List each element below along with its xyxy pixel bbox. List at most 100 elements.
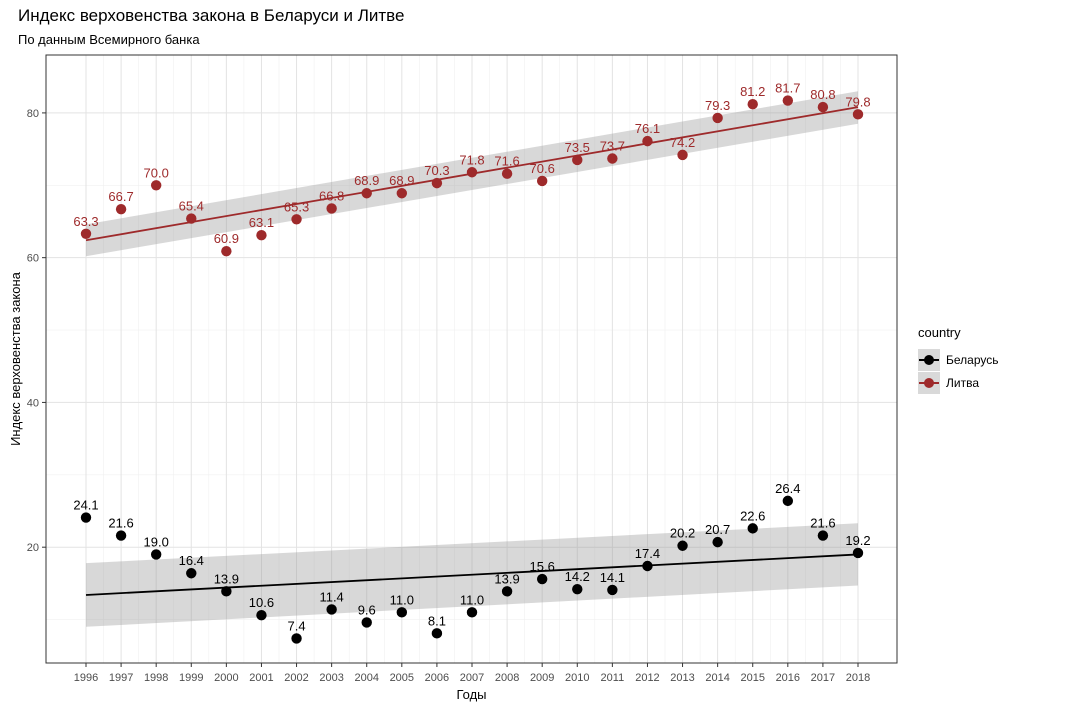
data-label-lithuania: 65.4 <box>179 199 204 214</box>
chart-subtitle: По данным Всемирного банка <box>18 32 200 47</box>
data-label-lithuania: 63.3 <box>73 214 98 229</box>
data-point-lithuania <box>291 214 302 225</box>
data-point-lithuania <box>677 149 688 161</box>
data-point-lithuania <box>150 180 162 191</box>
x-tick-label: 2018 <box>846 672 870 684</box>
data-label-lithuania: 68.9 <box>389 173 414 188</box>
x-tick-label: 2017 <box>811 672 835 684</box>
data-point-lithuania <box>642 135 653 147</box>
x-tick-label: 1999 <box>179 672 203 684</box>
x-tick-label: 1996 <box>74 672 98 684</box>
y-tick-label: 40 <box>27 397 39 409</box>
x-tick-label: 2006 <box>425 672 449 684</box>
data-point-lithuania <box>186 213 197 224</box>
data-point-belarus <box>186 568 197 579</box>
y-tick-label: 60 <box>27 253 39 265</box>
trend-line-belarus <box>85 553 859 596</box>
data-label-lithuania: 70.3 <box>424 163 449 178</box>
x-tick-label: 2016 <box>776 672 800 684</box>
legend-dot-lithuania <box>924 377 934 388</box>
legend-dot-belarus <box>924 354 934 365</box>
data-point-lithuania <box>326 203 337 214</box>
data-label-lithuania: 70.6 <box>530 161 555 176</box>
data-label-belarus: 24.1 <box>73 498 98 513</box>
data-point-belarus <box>326 604 337 615</box>
legend-item-belarus: Беларусь <box>918 348 998 371</box>
data-point-belarus <box>256 610 267 621</box>
x-tick-label: 2009 <box>530 672 554 684</box>
data-label-belarus: 14.2 <box>565 569 590 584</box>
data-label-belarus: 20.7 <box>705 522 730 537</box>
x-tick-label: 2007 <box>460 672 484 684</box>
data-point-belarus <box>80 512 92 523</box>
x-tick-label: 2001 <box>249 672 273 684</box>
data-point-belarus <box>607 584 618 596</box>
x-tick-label: 2005 <box>390 672 414 684</box>
data-point-belarus <box>396 607 408 618</box>
data-label-lithuania: 79.3 <box>705 98 730 113</box>
data-point-lithuania <box>431 177 443 189</box>
data-point-belarus <box>536 573 548 585</box>
data-point-lithuania <box>817 101 829 113</box>
data-label-lithuania: 80.8 <box>810 87 835 102</box>
data-label-belarus: 19.2 <box>845 533 870 548</box>
data-label-belarus: 22.6 <box>740 508 765 523</box>
x-tick-label: 2004 <box>354 672 378 684</box>
data-label-belarus: 11.0 <box>390 592 414 607</box>
data-label-lithuania: 81.2 <box>740 84 765 99</box>
data-label-belarus: 19.0 <box>144 534 169 549</box>
data-point-belarus <box>501 586 513 597</box>
data-label-lithuania: 66.8 <box>319 188 344 203</box>
data-point-belarus <box>747 523 758 534</box>
data-point-lithuania <box>712 112 723 124</box>
data-point-lithuania <box>782 95 794 106</box>
data-point-lithuania <box>572 154 583 166</box>
x-tick-label: 2011 <box>601 672 625 684</box>
x-tick-label: 2013 <box>670 672 694 684</box>
data-label-lithuania: 63.1 <box>249 215 274 230</box>
data-point-belarus <box>150 549 162 560</box>
data-label-belarus: 11.4 <box>319 589 343 604</box>
x-tick-label: 2012 <box>635 672 659 684</box>
legend-key-belarus <box>918 348 940 371</box>
data-point-belarus <box>466 607 478 618</box>
data-label-belarus: 10.6 <box>249 595 274 610</box>
x-tick-label: 1998 <box>144 672 168 684</box>
data-point-lithuania <box>256 230 267 241</box>
data-label-belarus: 9.6 <box>358 602 376 617</box>
data-label-lithuania: 71.8 <box>459 152 484 167</box>
data-label-belarus: 11.0 <box>460 592 484 607</box>
chart-title: Индекс верховенства закона в Беларуси и … <box>18 6 405 25</box>
data-point-belarus <box>677 540 688 551</box>
data-point-belarus <box>852 547 864 559</box>
data-label-lithuania: 68.9 <box>354 173 379 188</box>
data-label-belarus: 20.2 <box>670 526 695 541</box>
x-tick-label: 2003 <box>319 672 343 684</box>
legend-key-lithuania <box>918 371 940 394</box>
data-point-lithuania <box>115 203 127 215</box>
data-point-lithuania <box>361 188 372 199</box>
data-point-belarus <box>221 586 232 597</box>
data-point-belarus <box>361 617 372 628</box>
legend-label-belarus: Беларусь <box>946 352 999 367</box>
data-label-belarus: 7.4 <box>288 618 306 633</box>
data-point-lithuania <box>396 188 408 199</box>
data-point-lithuania <box>466 167 478 178</box>
data-label-belarus: 14.1 <box>600 570 625 585</box>
data-point-belarus <box>291 633 302 644</box>
data-point-lithuania <box>221 245 232 257</box>
x-tick-label: 2015 <box>740 672 764 684</box>
data-point-belarus <box>115 530 127 541</box>
data-point-belarus <box>782 495 794 507</box>
data-point-lithuania <box>501 168 513 179</box>
data-label-lithuania: 81.7 <box>775 81 800 96</box>
data-point-lithuania <box>80 228 92 239</box>
data-label-belarus: 26.4 <box>775 481 800 496</box>
data-point-lithuania <box>852 109 864 120</box>
data-point-belarus <box>572 583 583 595</box>
data-label-belarus: 13.9 <box>494 571 519 586</box>
y-tick-label: 80 <box>27 108 39 120</box>
data-label-lithuania: 65.3 <box>284 199 309 214</box>
x-tick-label: 2010 <box>565 672 589 684</box>
